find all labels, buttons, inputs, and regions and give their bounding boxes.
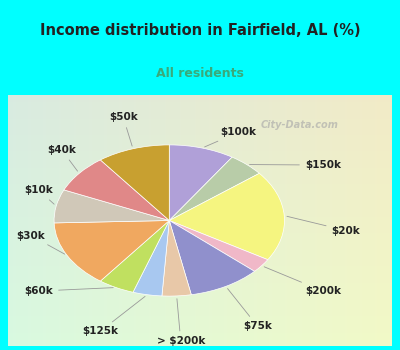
Wedge shape	[64, 160, 169, 220]
Text: $150k: $150k	[250, 160, 341, 170]
Wedge shape	[169, 157, 259, 220]
Wedge shape	[54, 190, 169, 223]
Text: Income distribution in Fairfield, AL (%): Income distribution in Fairfield, AL (%)	[40, 23, 360, 38]
Wedge shape	[54, 220, 169, 281]
Wedge shape	[100, 220, 169, 292]
Wedge shape	[133, 220, 169, 296]
Text: $40k: $40k	[47, 145, 78, 171]
Text: $75k: $75k	[228, 288, 272, 331]
Text: City-Data.com: City-Data.com	[261, 120, 339, 130]
Wedge shape	[169, 173, 284, 260]
Wedge shape	[169, 220, 268, 271]
Text: $200k: $200k	[264, 267, 341, 296]
Text: > $200k: > $200k	[157, 299, 205, 346]
Wedge shape	[100, 145, 169, 220]
Text: $30k: $30k	[17, 231, 65, 254]
Text: All residents: All residents	[156, 67, 244, 80]
Text: $10k: $10k	[24, 185, 54, 204]
Wedge shape	[162, 220, 191, 296]
Text: $100k: $100k	[205, 127, 256, 147]
Text: $125k: $125k	[82, 296, 145, 336]
Text: $50k: $50k	[109, 112, 138, 146]
Text: $20k: $20k	[287, 216, 360, 236]
Wedge shape	[169, 220, 254, 295]
Wedge shape	[169, 145, 232, 220]
Text: $60k: $60k	[24, 286, 113, 296]
